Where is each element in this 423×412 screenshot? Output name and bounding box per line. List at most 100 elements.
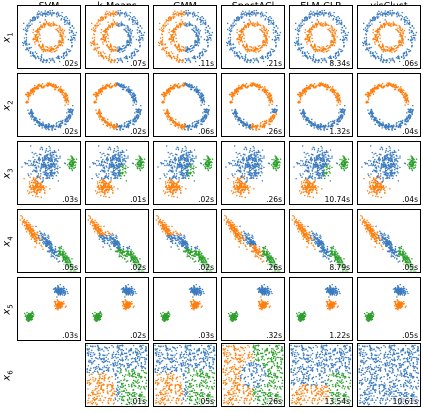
- data-point: [192, 122, 194, 124]
- data-point: [31, 23, 33, 25]
- data-point: [60, 124, 62, 127]
- data-point: [31, 89, 34, 92]
- data-point: [25, 39, 28, 41]
- data-point: [325, 48, 328, 50]
- data-point: [411, 25, 414, 28]
- data-point: [132, 100, 134, 102]
- data-point: [242, 28, 244, 31]
- data-point: [169, 89, 171, 91]
- data-point: [134, 23, 136, 25]
- data-point: [313, 46, 315, 49]
- data-point: [119, 84, 122, 86]
- data-point: [255, 129, 257, 131]
- data-point: [267, 89, 269, 91]
- data-point: [411, 39, 414, 41]
- data-point: [333, 15, 336, 18]
- data-point: [399, 35, 401, 38]
- data-point: [378, 27, 381, 29]
- data-point: [41, 86, 43, 89]
- data-point: [50, 24, 52, 26]
- data-point: [242, 33, 245, 35]
- data-point: [132, 95, 135, 97]
- data-point: [328, 12, 330, 15]
- data-point: [113, 20, 116, 23]
- data-point: [195, 34, 198, 36]
- data-point: [332, 19, 334, 21]
- data-point: [270, 17, 273, 19]
- data-point: [140, 104, 142, 107]
- data-point: [101, 89, 103, 91]
- data-point: [32, 37, 35, 40]
- data-point: [164, 113, 167, 115]
- data-point: [166, 108, 169, 111]
- data-point: [135, 38, 138, 41]
- data-point: [250, 46, 253, 48]
- data-point: [229, 48, 231, 51]
- data-point: [362, 22, 365, 25]
- data-point: [104, 12, 107, 14]
- data-point: [64, 100, 66, 102]
- data-point: [170, 38, 173, 41]
- data-point: [191, 28, 194, 31]
- data-point: [173, 16, 176, 18]
- data-point: [125, 11, 127, 13]
- data-point: [123, 84, 125, 87]
- data-point: [245, 43, 248, 46]
- data-point: [108, 11, 111, 13]
- data-point: [204, 29, 207, 31]
- data-point: [194, 120, 196, 123]
- data-point: [133, 98, 135, 100]
- data-point: [45, 15, 47, 18]
- data-point: [331, 28, 333, 31]
- data-point: [240, 85, 243, 87]
- data-point: [198, 42, 201, 44]
- data-point: [386, 49, 388, 52]
- data-point: [197, 15, 200, 18]
- data-point: [259, 28, 262, 31]
- data-point: [47, 23, 50, 26]
- data-point: [230, 48, 233, 51]
- data-point: [102, 57, 105, 60]
- data-point: [180, 59, 182, 62]
- data-point: [134, 53, 136, 55]
- data-point: [175, 45, 177, 48]
- data-point: [184, 128, 186, 131]
- data-point: [312, 58, 315, 61]
- data-point: [384, 50, 387, 52]
- data-point: [365, 30, 368, 33]
- data-point: [97, 47, 99, 49]
- data-point: [249, 45, 251, 48]
- data-point: [169, 116, 172, 119]
- data-point: [187, 12, 189, 14]
- data-point: [410, 37, 413, 39]
- data-point: [29, 110, 32, 112]
- data-point: [65, 123, 67, 126]
- data-point: [203, 99, 205, 102]
- data-point: [28, 26, 30, 28]
- data-point: [101, 118, 103, 121]
- row-label-x2: x2: [2, 99, 15, 113]
- data-point: [249, 59, 252, 62]
- data-point: [181, 61, 183, 64]
- data-point: [365, 39, 368, 41]
- data-point: [255, 13, 257, 16]
- data-point: [267, 57, 270, 59]
- data-point: [163, 49, 166, 52]
- data-point: [47, 126, 50, 129]
- data-point: [179, 24, 182, 27]
- data-point: [382, 12, 384, 14]
- data-point: [102, 36, 105, 38]
- data-point: [238, 57, 241, 60]
- data-point: [340, 29, 343, 31]
- data-point: [238, 84, 240, 87]
- data-point: [328, 47, 330, 49]
- data-point: [39, 59, 42, 62]
- data-point: [265, 44, 268, 47]
- data-point: [241, 124, 244, 126]
- data-point: [34, 123, 36, 126]
- data-point: [112, 59, 114, 62]
- data-point: [346, 34, 349, 36]
- data-point: [260, 124, 262, 127]
- data-point: [324, 83, 327, 85]
- data-point: [343, 41, 345, 44]
